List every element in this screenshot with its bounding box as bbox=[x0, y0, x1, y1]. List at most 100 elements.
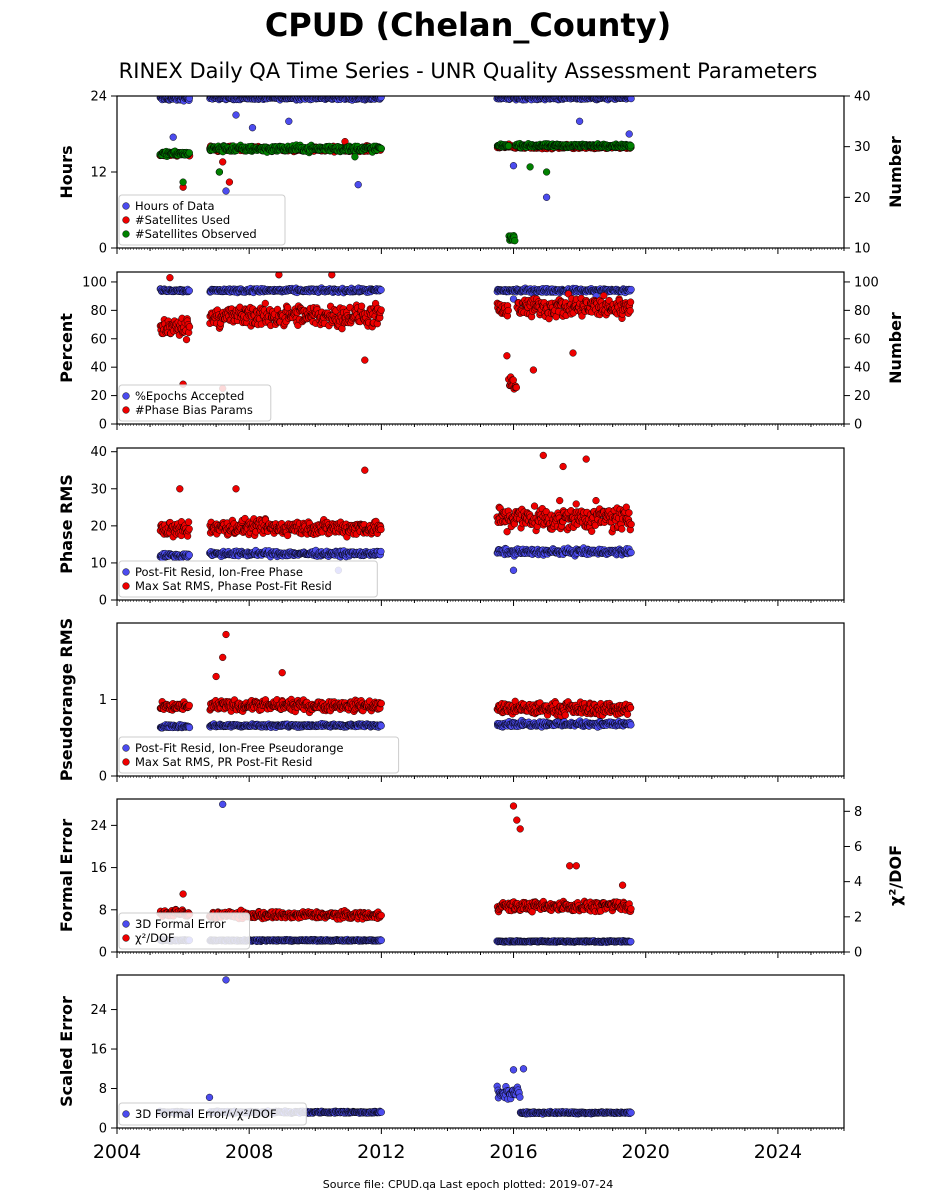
panel-2: 0 20 40 60 80 100 Percent 0 20 40 60 80 100 Number %Ep… bbox=[57, 271, 905, 433]
y-right-tick-label: 30 bbox=[854, 140, 871, 155]
data-point bbox=[232, 485, 240, 493]
data-point bbox=[582, 455, 590, 463]
data-point bbox=[185, 96, 194, 102]
legend-marker bbox=[122, 568, 130, 576]
data-point bbox=[626, 298, 635, 306]
y-tick-label: 20 bbox=[90, 519, 107, 534]
y-right-tick-label: 10 bbox=[854, 242, 871, 257]
data-point bbox=[509, 566, 518, 574]
data-point bbox=[627, 96, 635, 103]
y-axis-label: Phase RMS bbox=[57, 474, 76, 574]
legend-label: Hours of Data bbox=[135, 199, 215, 213]
data-point bbox=[222, 187, 230, 195]
legend-label: Post-Fit Resid, Ion-Free Phase bbox=[135, 565, 303, 579]
data-point bbox=[511, 237, 519, 245]
y-right-tick-label: 0 bbox=[854, 418, 862, 433]
legend-marker bbox=[122, 582, 130, 590]
data-point bbox=[361, 466, 369, 474]
data-point bbox=[184, 518, 193, 526]
y-axis-label: Hours bbox=[57, 145, 76, 198]
data-point bbox=[542, 168, 551, 176]
data-point bbox=[361, 356, 369, 364]
y-tick-label: 24 bbox=[90, 90, 107, 105]
y-right-axis-label: Number bbox=[886, 312, 905, 384]
y-right-tick-label: 20 bbox=[854, 389, 871, 404]
y-right-axis-label: Number bbox=[886, 136, 905, 208]
y-tick-label: 100 bbox=[82, 275, 107, 290]
y-tick-label: 10 bbox=[90, 556, 107, 571]
data-point bbox=[569, 349, 577, 357]
y-axis-label: Percent bbox=[57, 313, 76, 383]
data-point bbox=[600, 291, 608, 300]
data-point bbox=[185, 723, 194, 732]
data-point bbox=[572, 500, 580, 508]
y-right-tick-label: 60 bbox=[854, 332, 871, 347]
data-point bbox=[377, 286, 385, 294]
data-point bbox=[503, 352, 511, 360]
panels: 0 12 24 Hours 10 20 30 40 Number Hours of Data#Sa… bbox=[57, 90, 905, 1164]
data-point bbox=[215, 168, 224, 176]
data-point bbox=[261, 299, 269, 308]
y-tick-label: 40 bbox=[90, 361, 107, 376]
data-point bbox=[185, 149, 193, 157]
legend: %Epochs Accepted#Phase Bias Params bbox=[118, 384, 272, 422]
data-point bbox=[248, 124, 257, 132]
y-tick-label: 60 bbox=[90, 332, 107, 347]
data-point bbox=[377, 144, 385, 153]
y-right-tick-label: 40 bbox=[854, 90, 871, 105]
data-points bbox=[156, 272, 635, 393]
y-right-tick-label: 40 bbox=[854, 361, 871, 376]
data-point bbox=[530, 502, 539, 510]
data-points bbox=[156, 96, 635, 245]
y-right-tick-label: 20 bbox=[854, 191, 871, 206]
chart-title: CPUD (Chelan_County) bbox=[265, 6, 671, 44]
data-point bbox=[357, 302, 366, 310]
data-point bbox=[509, 162, 518, 170]
data-point bbox=[529, 366, 538, 374]
legend: Hours of Data#Satellites Used#Satellites… bbox=[118, 194, 286, 246]
legend-label: %Epochs Accepted bbox=[135, 389, 244, 403]
legend-label: #Phase Bias Params bbox=[135, 403, 253, 417]
y-tick-label: 30 bbox=[90, 482, 107, 497]
data-point bbox=[354, 181, 362, 189]
y-tick-label: 0 bbox=[99, 594, 107, 609]
data-point bbox=[592, 496, 600, 505]
data-point bbox=[351, 153, 359, 161]
data-point bbox=[542, 193, 551, 201]
series-2 bbox=[156, 451, 635, 541]
data-point bbox=[283, 531, 292, 540]
legend-marker bbox=[122, 202, 130, 210]
data-point bbox=[512, 383, 521, 392]
data-point bbox=[176, 485, 184, 493]
data-point bbox=[556, 496, 564, 505]
y-tick-label: 12 bbox=[90, 166, 107, 181]
data-point bbox=[185, 551, 193, 559]
panel-1: 0 12 24 Hours 10 20 30 40 Number Hours of Data#Sa… bbox=[57, 90, 905, 257]
data-point bbox=[588, 527, 596, 535]
data-point bbox=[185, 323, 194, 331]
data-point bbox=[285, 117, 293, 125]
y-tick-label: 80 bbox=[90, 304, 107, 319]
data-point bbox=[377, 525, 385, 534]
data-point bbox=[225, 178, 234, 186]
data-point bbox=[504, 142, 513, 150]
panel-3: 0 10 20 30 40 Phase RMS Post-Fit Resid, Ion-Fr… bbox=[57, 445, 845, 609]
data-point bbox=[627, 548, 635, 557]
data-point bbox=[625, 130, 633, 138]
legend-marker bbox=[122, 406, 130, 414]
data-points bbox=[156, 630, 635, 732]
data-point bbox=[166, 274, 174, 282]
data-point bbox=[618, 525, 626, 533]
data-point bbox=[626, 307, 634, 315]
data-point bbox=[575, 117, 584, 125]
data-point bbox=[179, 178, 187, 186]
series-3 bbox=[156, 139, 635, 245]
y-tick-label: 0 bbox=[99, 418, 107, 433]
y-tick-label: 20 bbox=[90, 389, 107, 404]
data-point bbox=[627, 520, 635, 528]
y-tick-label: 0 bbox=[99, 242, 107, 257]
data-point bbox=[219, 158, 227, 166]
